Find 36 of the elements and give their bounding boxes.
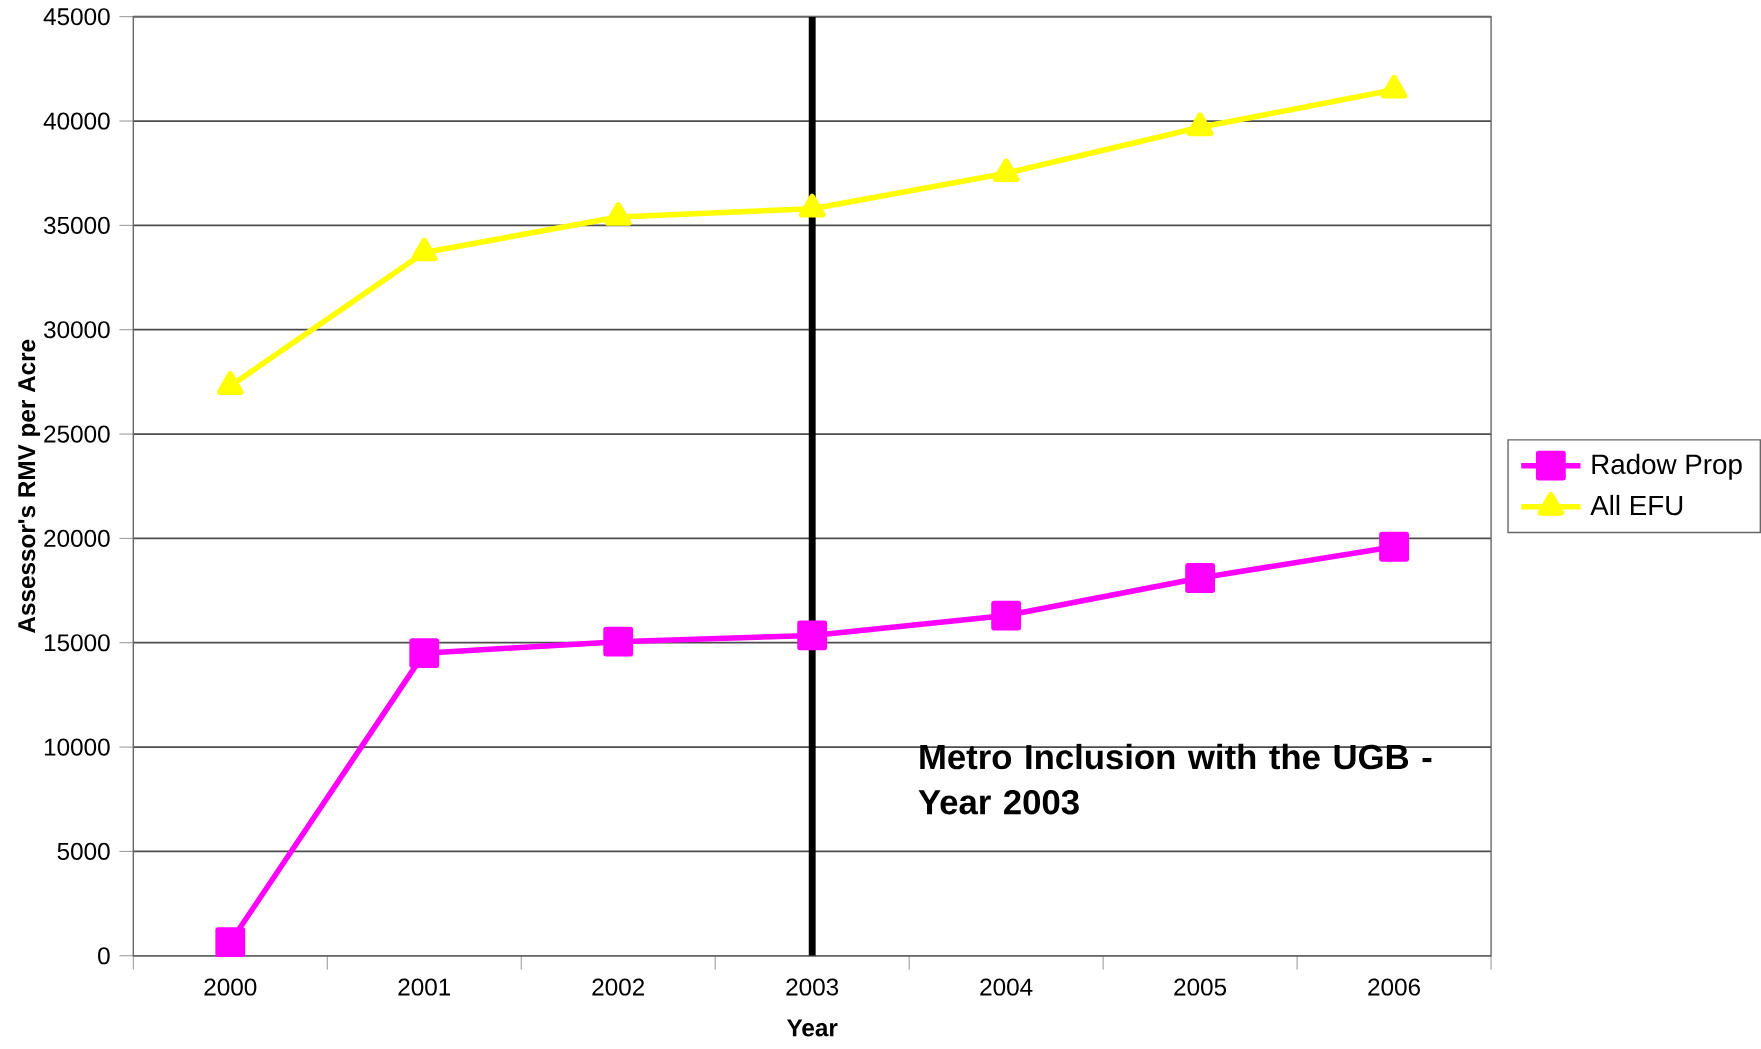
y-tick-label: 20000 <box>44 530 110 548</box>
y-tick-label: 25000 <box>44 425 110 443</box>
y-tick-label: 30000 <box>44 321 110 339</box>
point <box>991 600 1022 631</box>
point <box>798 193 826 218</box>
x-tick-label: 2002 <box>592 978 645 996</box>
x-tick-label: 2005 <box>1174 978 1227 996</box>
y-tick-label: 10000 <box>44 738 110 756</box>
point <box>604 202 632 227</box>
x-axis-title: Year <box>786 1019 838 1037</box>
y-axis-title: Assessor's RMV per Acre <box>18 339 41 634</box>
y-tick-label: 15000 <box>44 634 110 652</box>
x-tick-label: 2000 <box>204 978 257 996</box>
point <box>797 620 828 651</box>
point <box>1185 563 1216 594</box>
y-tick-label: 40000 <box>43 112 110 130</box>
y-tick-label: 35000 <box>44 217 110 235</box>
point <box>410 237 438 262</box>
x-tick-label: 2004 <box>980 978 1033 996</box>
point <box>215 927 246 958</box>
y-tick-label: 45000 <box>43 8 110 26</box>
point <box>1380 75 1408 99</box>
x-tick-label: 2001 <box>398 978 451 996</box>
point <box>217 371 244 396</box>
point <box>1186 112 1214 137</box>
y-tick-label: 0 <box>98 947 110 965</box>
y-tick-label: 5000 <box>57 843 110 861</box>
legend-label: Radow Prop <box>1592 453 1742 480</box>
x-tick-label: 2006 <box>1368 978 1420 996</box>
legend-label: All EFU <box>1590 495 1683 516</box>
point <box>603 626 634 657</box>
annotation: Metro Inclusion with the UGB - Year 2003 <box>918 744 1432 815</box>
point <box>409 638 440 669</box>
point <box>992 158 1020 183</box>
point <box>1379 532 1409 562</box>
x-tick-label: 2003 <box>786 978 839 996</box>
